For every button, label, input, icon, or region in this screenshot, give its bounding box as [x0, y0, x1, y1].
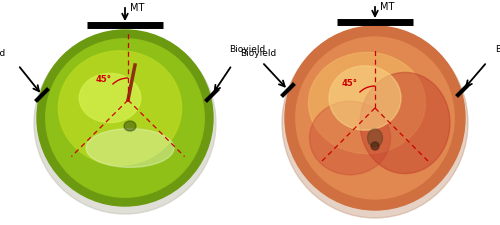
- Ellipse shape: [37, 30, 213, 206]
- Ellipse shape: [86, 129, 174, 167]
- Ellipse shape: [308, 52, 426, 154]
- Text: Bioyield: Bioyield: [240, 49, 276, 58]
- Ellipse shape: [360, 72, 450, 174]
- Ellipse shape: [368, 129, 382, 147]
- Ellipse shape: [310, 101, 390, 175]
- Text: Bioyield: Bioyield: [229, 45, 265, 54]
- Ellipse shape: [371, 142, 379, 150]
- Ellipse shape: [58, 51, 182, 165]
- Ellipse shape: [124, 121, 136, 131]
- Text: 45°: 45°: [96, 75, 112, 84]
- Ellipse shape: [34, 32, 216, 214]
- Text: Bioyield: Bioyield: [495, 45, 500, 54]
- Ellipse shape: [282, 28, 468, 218]
- Ellipse shape: [285, 26, 465, 210]
- Ellipse shape: [329, 66, 401, 130]
- Ellipse shape: [296, 37, 454, 199]
- Text: Bioyield: Bioyield: [0, 49, 5, 58]
- Text: 45°: 45°: [342, 79, 358, 88]
- Ellipse shape: [79, 73, 141, 123]
- Text: MT: MT: [130, 3, 144, 13]
- Ellipse shape: [46, 39, 204, 197]
- Text: MT: MT: [380, 2, 394, 12]
